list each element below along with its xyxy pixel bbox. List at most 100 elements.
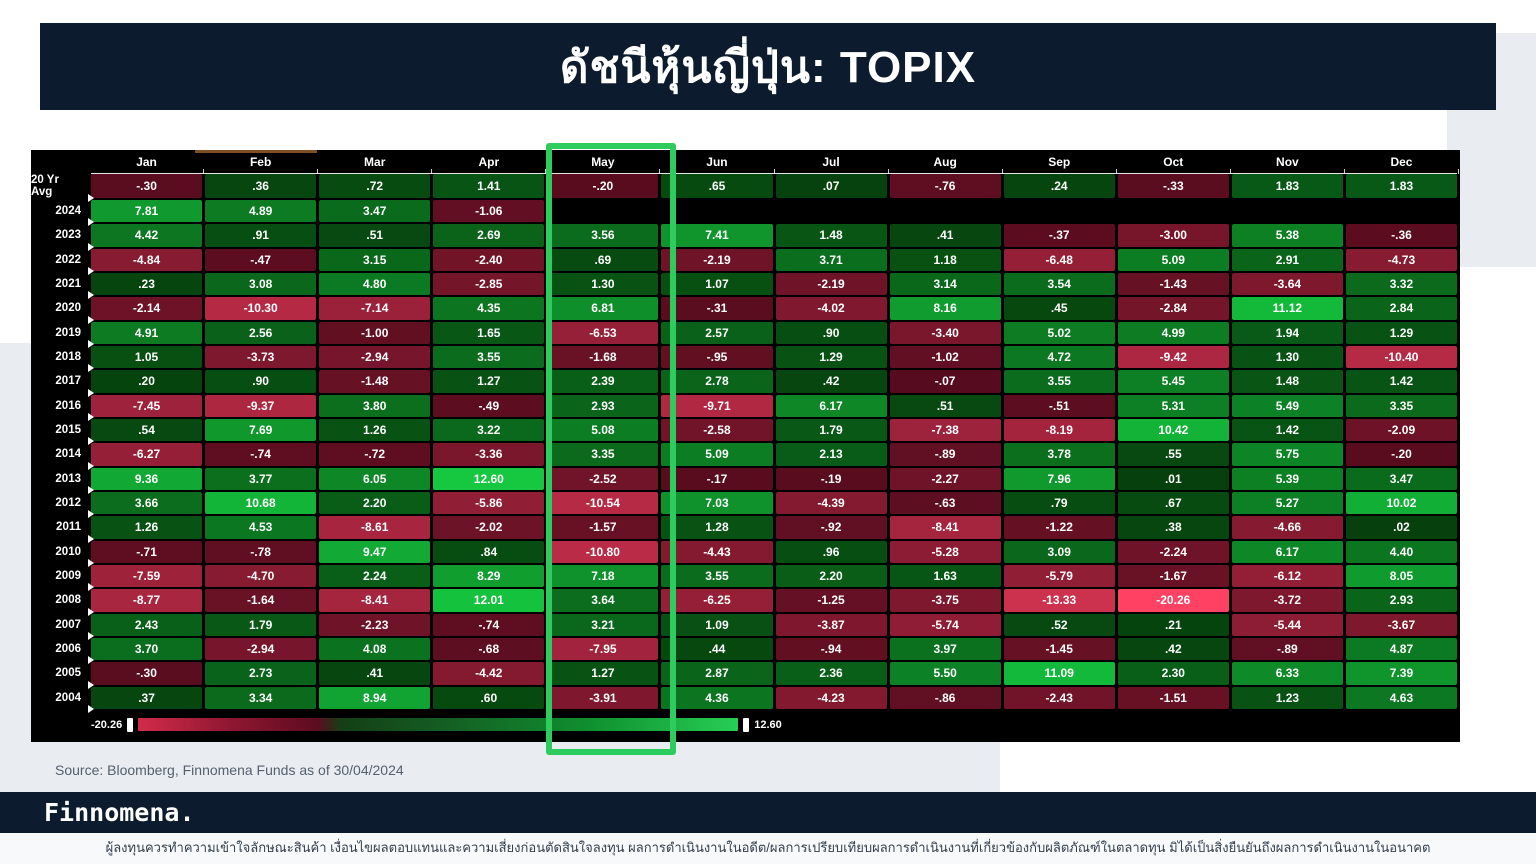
heatmap-cell: .21 (1117, 613, 1229, 636)
heatmap-cell: -.92 (775, 516, 887, 539)
heatmap-cell: 3.66 (91, 492, 203, 515)
heatmap-cell: 2.24 (319, 565, 431, 588)
heatmap-cell: 6.81 (547, 297, 659, 320)
heatmap-cell: 4.89 (205, 200, 317, 223)
heatmap-cell: .01 (1117, 467, 1229, 490)
heatmap-cell: -13.33 (1003, 589, 1115, 612)
heatmap-cell: -.86 (889, 686, 1001, 709)
heatmap-cell: 1.65 (433, 321, 545, 344)
heatmap-cell: 3.21 (547, 613, 659, 636)
row-label: 2017 (31, 370, 94, 398)
heatmap-cell: -3.91 (547, 686, 659, 709)
heatmap-cell: -2.40 (433, 248, 545, 271)
heatmap-cell: 5.09 (661, 443, 773, 466)
heatmap-cell: -7.45 (91, 394, 203, 417)
heatmap-cell (776, 200, 887, 222)
heatmap-cell: -.89 (889, 443, 1001, 466)
month-header: Jun (661, 152, 775, 174)
heatmap-cell: -2.27 (889, 467, 1001, 490)
heatmap-cell: .38 (1117, 516, 1229, 539)
heatmap-cell: 1.83 (1345, 174, 1457, 198)
heatmap-cell: 2.20 (319, 492, 431, 515)
heatmap-cell: 6.05 (319, 467, 431, 490)
heatmap-cell: 4.99 (1117, 321, 1229, 344)
heatmap-cell: 3.55 (1003, 370, 1115, 393)
heatmap-cell: .51 (319, 224, 431, 247)
heatmap-cell: 1.30 (1231, 346, 1343, 369)
heatmap-cell: -4.02 (775, 297, 887, 320)
heatmap-cell: 2.56 (205, 321, 317, 344)
row-label: 2024 (31, 200, 94, 227)
heatmap-cell: 7.69 (205, 419, 317, 442)
row-label: 2021 (31, 273, 94, 300)
heatmap-cell: 5.09 (1117, 248, 1229, 271)
heatmap-cell: 5.45 (1117, 370, 1229, 393)
heatmap-cell: .79 (1003, 492, 1115, 515)
heatmap-cell: 1.26 (91, 516, 203, 539)
heatmap-cell: 5.38 (1231, 224, 1343, 247)
heatmap-cell: .24 (1003, 174, 1115, 198)
row-label: 2022 (31, 249, 94, 276)
heatmap-cell: .91 (205, 224, 317, 247)
heatmap-cell: 3.97 (889, 638, 1001, 661)
heatmap-cell: 1.79 (775, 419, 887, 442)
heatmap-cell: -.49 (433, 394, 545, 417)
heatmap-cell: 4.72 (1003, 346, 1115, 369)
heatmap-cell: 5.02 (1003, 321, 1115, 344)
heatmap-cell: -1.48 (319, 370, 431, 393)
month-header: Jan (91, 152, 205, 174)
heatmap-cell: .20 (91, 370, 203, 393)
heatmap-cell: 1.18 (889, 248, 1001, 271)
heatmap-cell: 3.55 (661, 565, 773, 588)
heatmap-cell: 1.94 (1231, 321, 1343, 344)
heatmap-cell: -6.25 (661, 589, 773, 612)
heatmap-cell: -4.66 (1231, 516, 1343, 539)
row-label: 2006 (31, 638, 94, 665)
scale-max-marker-icon (743, 717, 750, 732)
scale-max-label: 12.60 (754, 718, 782, 731)
footer-bar: Finnomena. (0, 792, 1536, 833)
heatmap-cell: 4.35 (433, 297, 545, 320)
heatmap-cell: -7.59 (91, 565, 203, 588)
heatmap-cell: 10.02 (1345, 492, 1457, 515)
heatmap-cell: -10.30 (205, 297, 317, 320)
heatmap-cell: -.68 (433, 638, 545, 661)
heatmap-cell: -8.41 (319, 589, 431, 612)
heatmap-cell: -10.40 (1345, 346, 1457, 369)
heatmap-cell: -.31 (661, 297, 773, 320)
heatmap-cell: -20.26 (1117, 589, 1229, 612)
heatmap-cell: 2.93 (1345, 589, 1457, 612)
heatmap-cell: -4.42 (433, 662, 545, 685)
heatmap-cell: .52 (1003, 613, 1115, 636)
heatmap-cell: -.30 (91, 174, 203, 198)
heatmap-cell: 5.31 (1117, 394, 1229, 417)
heatmap-cell: .84 (433, 540, 545, 563)
disclaimer-text: ผู้ลงทุนควรทำความเข้าใจลักษณะสินค้า เงื่… (105, 840, 1431, 855)
heatmap-cell: -.72 (319, 443, 431, 466)
heatmap-cell: -2.14 (91, 297, 203, 320)
heatmap-cell: .37 (91, 686, 203, 709)
heatmap-cell: 2.93 (547, 394, 659, 417)
heatmap-cell: -.94 (775, 638, 887, 661)
heatmap-cell: -2.58 (661, 419, 773, 442)
heatmap-cell: -7.38 (889, 419, 1001, 442)
heatmap-cell: 2.39 (547, 370, 659, 393)
heatmap-cell: -7.14 (319, 297, 431, 320)
row-label: 2010 (31, 541, 94, 568)
heatmap-cell: 2.73 (205, 662, 317, 685)
table-top-accent-line (195, 150, 317, 153)
heatmap-cell: -3.75 (889, 589, 1001, 612)
heatmap-cell: 4.63 (1345, 686, 1457, 709)
heatmap-cell: 1.63 (889, 565, 1001, 588)
heatmap-cell (1004, 200, 1115, 222)
heatmap-cell: .42 (775, 370, 887, 393)
row-label: 2011 (31, 516, 94, 544)
heatmap-cell: -1.45 (1003, 638, 1115, 661)
heatmap-cell: -.20 (547, 174, 659, 198)
heatmap-cell: -.89 (1231, 638, 1343, 661)
heatmap-cell: 1.05 (91, 346, 203, 369)
heatmap-cell: -5.28 (889, 540, 1001, 563)
heatmap-cell: -3.67 (1345, 613, 1457, 636)
row-label: 2016 (31, 395, 94, 422)
